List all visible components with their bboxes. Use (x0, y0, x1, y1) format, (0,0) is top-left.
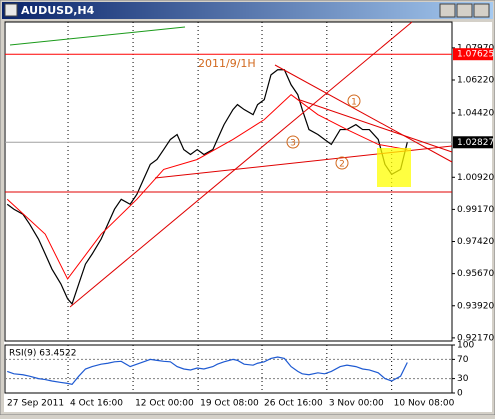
marker-circle (347, 94, 361, 108)
y-tick-label: 100 (457, 341, 474, 351)
data-line (6, 69, 408, 306)
price-label: 1.07625 (457, 50, 494, 60)
y-tick-label: 1.04420 (457, 109, 494, 119)
trend-line (9, 26, 186, 46)
trend-line (69, 21, 413, 308)
y-tick-label: 0.95670 (457, 269, 494, 279)
x-tick-label: 26 Oct 16:00 (264, 399, 323, 409)
marker-circle (335, 156, 349, 170)
y-tick-label: 70 (457, 355, 469, 365)
y-tick-label: 0.93920 (457, 301, 494, 311)
x-tick-label: 19 Oct 08:00 (200, 399, 259, 409)
annotation: 2 (339, 160, 345, 170)
y-tick-label: 0 (457, 389, 463, 399)
chart-background (4, 22, 492, 412)
price-label-box (453, 136, 493, 149)
annotation: 2011/9/1H (198, 57, 256, 70)
annotation: 1 (351, 98, 357, 108)
data-line (6, 94, 408, 280)
y-tick-label: 0.92170 (457, 333, 494, 343)
y-tick-label: 0.97420 (457, 237, 494, 247)
highlight-box (377, 148, 411, 187)
close-button[interactable] (473, 3, 490, 18)
x-tick-label: 4 Oct 16:00 (70, 399, 123, 409)
x-tick-label: 3 Nov 00:00 (329, 399, 384, 409)
title-bar (2, 2, 493, 19)
y-tick-label: 30 (457, 374, 469, 384)
marker-circle (286, 135, 300, 149)
maximize-button[interactable] (456, 3, 473, 18)
trend-line (299, 99, 453, 153)
y-tick-label: 1.00920 (457, 173, 494, 183)
x-tick-label: 12 Oct 00:00 (135, 399, 194, 409)
x-tick-label: 27 Sep 2011 (7, 399, 64, 409)
y-tick-label: 0.99170 (457, 205, 494, 215)
icon (4, 3, 18, 17)
price-label-box (453, 48, 493, 61)
minimize-button[interactable] (439, 3, 456, 18)
data-line (7, 356, 408, 386)
y-tick-label: 1.06220 (457, 76, 494, 86)
trend-line (274, 64, 453, 163)
indicator-label: RSI(9) 63.4522 (9, 349, 76, 359)
annotation: 3 (290, 139, 296, 149)
window-title: AUDUSD,H4 (21, 4, 95, 17)
x-tick-label: 10 Nov 08:00 (394, 399, 455, 409)
price-pane (4, 21, 453, 342)
price-label: 1.02827 (457, 138, 494, 148)
